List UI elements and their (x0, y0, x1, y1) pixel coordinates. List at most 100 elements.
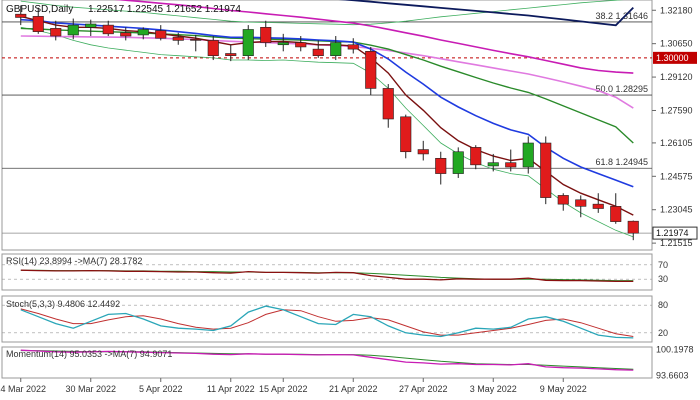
candle-body-15 (277, 42, 289, 46)
candle-22 (400, 114, 412, 159)
candle-body-9 (172, 36, 184, 41)
g-rsi-value-line (20, 269, 634, 283)
candle-body-4 (85, 23, 97, 28)
candle-body-14 (260, 26, 272, 43)
candle-16 (295, 36, 307, 52)
g-stoch-value-line (20, 305, 634, 339)
candle-9 (172, 32, 184, 45)
x-tick-label-8: 9 May 2022 (540, 384, 587, 394)
candle-body-13 (242, 29, 254, 56)
level-badge (653, 51, 697, 64)
ohlc-readout: 1.22517 1.22545 1.21652 1.21974 (88, 4, 241, 15)
candle-8 (155, 25, 167, 41)
candle-33 (592, 193, 604, 213)
candle-body-19 (347, 44, 359, 50)
x-tick-label-6: 27 Apr 2022 (399, 384, 448, 394)
candle-19 (347, 38, 359, 54)
current-price-badge (652, 226, 698, 240)
momentum-label: Momentum(14) 95.0353 ->MA(7) 94.9071 (6, 349, 172, 359)
x-tick-label-2: 5 Apr 2022 (139, 384, 183, 394)
candle-1 (32, 7, 44, 34)
candle-29 (522, 136, 534, 174)
candle-26 (470, 145, 482, 170)
candle-body-34 (610, 206, 622, 222)
price-tick-label-3: 1.27590 (660, 105, 693, 115)
candle-15 (277, 33, 289, 52)
x-tick-label-4: 15 Apr 2022 (259, 384, 308, 394)
candle-body-6 (120, 32, 132, 37)
candle-body-3 (67, 24, 79, 36)
candle-35 (627, 220, 639, 241)
candle-27 (487, 153, 499, 172)
candle-30 (540, 136, 552, 205)
candle-body-18 (330, 42, 342, 56)
candle-7 (137, 27, 149, 40)
level-badge-label: 1.30000 (656, 53, 689, 63)
x-tick-label-0: 24 Mar 2022 (0, 384, 46, 394)
g-rsi-level-label-0: 70 (658, 260, 668, 270)
price-tick-label-0: 1.32180 (660, 5, 693, 15)
candle-28 (505, 149, 517, 172)
candle-13 (242, 25, 254, 61)
price-tick-label-5: 1.24575 (660, 171, 693, 181)
candle-25 (452, 147, 464, 178)
candle-body-5 (102, 24, 114, 35)
candle-body-22 (400, 116, 412, 153)
fib-label-2: 61.8 1.24945 (595, 157, 648, 167)
candle-body-29 (522, 142, 534, 168)
candle-14 (260, 20, 272, 47)
candle-23 (417, 140, 429, 161)
candle-10 (190, 34, 202, 52)
x-tick-label-3: 11 Apr 2022 (207, 384, 255, 394)
rsi-label: RSI(14) 23.8994 ->MA(7) 28.1782 (6, 256, 142, 266)
price-tick-label-1: 1.30650 (660, 39, 693, 49)
candle-body-16 (295, 42, 307, 48)
g-stoch-signal-line (20, 308, 634, 337)
candle-body-8 (155, 30, 167, 39)
candle-body-12 (225, 53, 237, 56)
ma-navy-line (338, 0, 634, 27)
candle-0 (15, 5, 27, 26)
price-tick-label-6: 1.23045 (660, 205, 693, 215)
candle-32 (575, 195, 587, 218)
momentum-panel: 100.1978 93.6603 (1, 344, 694, 380)
g-mom-value-line (20, 349, 634, 371)
ma-magenta-line (114, 0, 634, 74)
candle-body-17 (312, 48, 324, 56)
candle-body-35 (627, 220, 639, 234)
g-stoch-level-label-1: 20 (658, 328, 668, 338)
candle-body-25 (452, 151, 464, 174)
candle-31 (557, 193, 569, 211)
ma-blue-line (20, 18, 634, 188)
candle-body-2 (50, 28, 62, 37)
candle-body-26 (470, 147, 482, 166)
g-mom-tick-1: 93.6603 (656, 370, 689, 380)
candle-body-0 (15, 13, 27, 18)
x-axis: 24 Mar 2022 30 Mar 2022 5 Apr 2022 11 Apr 2… (0, 378, 587, 394)
candle-body-11 (207, 40, 219, 56)
candle-34 (610, 193, 622, 224)
stoch-label: Stoch(5,3,3) 9.4806 12.4492 (6, 299, 120, 309)
g-mom-tick-0: 100.1978 (656, 344, 694, 354)
candle-3 (67, 18, 79, 40)
g-rsi-frame (1, 253, 653, 291)
x-tick-label-1: 30 Mar 2022 (65, 384, 116, 394)
candle-17 (312, 40, 324, 58)
candle-body-33 (592, 203, 604, 209)
fib-label-0: 38.2 1.31646 (595, 11, 648, 21)
candle-5 (102, 20, 114, 37)
candle-body-24 (435, 157, 447, 174)
candle-body-7 (137, 29, 149, 36)
candle-12 (225, 44, 237, 62)
current-price-label: 1.21974 (656, 228, 689, 238)
g-mom-frame (1, 346, 653, 379)
candle-body-23 (417, 149, 429, 155)
x-tick-label-7: 3 May 2022 (470, 384, 517, 394)
g-rsi-level-label-1: 30 (658, 274, 668, 284)
candle-6 (120, 27, 132, 41)
price-tick-label-4: 1.26105 (660, 138, 693, 148)
candle-body-27 (487, 162, 499, 167)
candle-body-20 (365, 51, 377, 89)
